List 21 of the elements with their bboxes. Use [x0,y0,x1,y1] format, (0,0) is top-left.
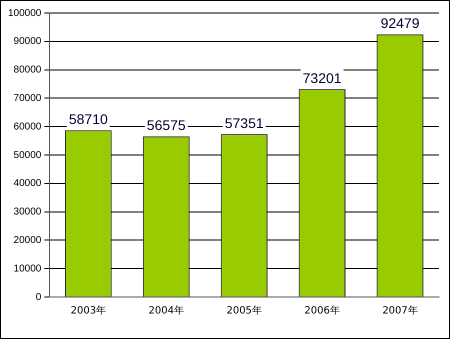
x-tick-label: 2003年 [70,304,106,317]
y-tick-label: 30000 [14,206,42,218]
y-tick-label: 80000 [14,64,42,76]
data-label: 92479 [380,15,420,32]
y-tick-label: 10000 [14,263,42,274]
y-tick-label: 100000 [8,8,42,19]
x-tick-label: 2007年 [382,304,418,317]
data-label: 56575 [146,117,186,134]
y-tick-label: 0 [36,292,42,303]
y-tick-label: 40000 [14,178,42,190]
data-label: 57351 [224,114,264,131]
data-label: 58710 [68,111,108,128]
y-tick-label: 90000 [14,36,42,48]
y-tick-label: 60000 [14,121,42,132]
x-tick-label: 2005年 [226,304,262,317]
x-tick-label: 2006年 [304,304,340,317]
y-tick-label: 20000 [14,234,42,246]
y-tick-label: 70000 [14,92,42,104]
x-tick-label: 2004年 [148,304,184,317]
y-tick-label: 50000 [14,150,42,161]
data-label: 73201 [302,70,342,86]
